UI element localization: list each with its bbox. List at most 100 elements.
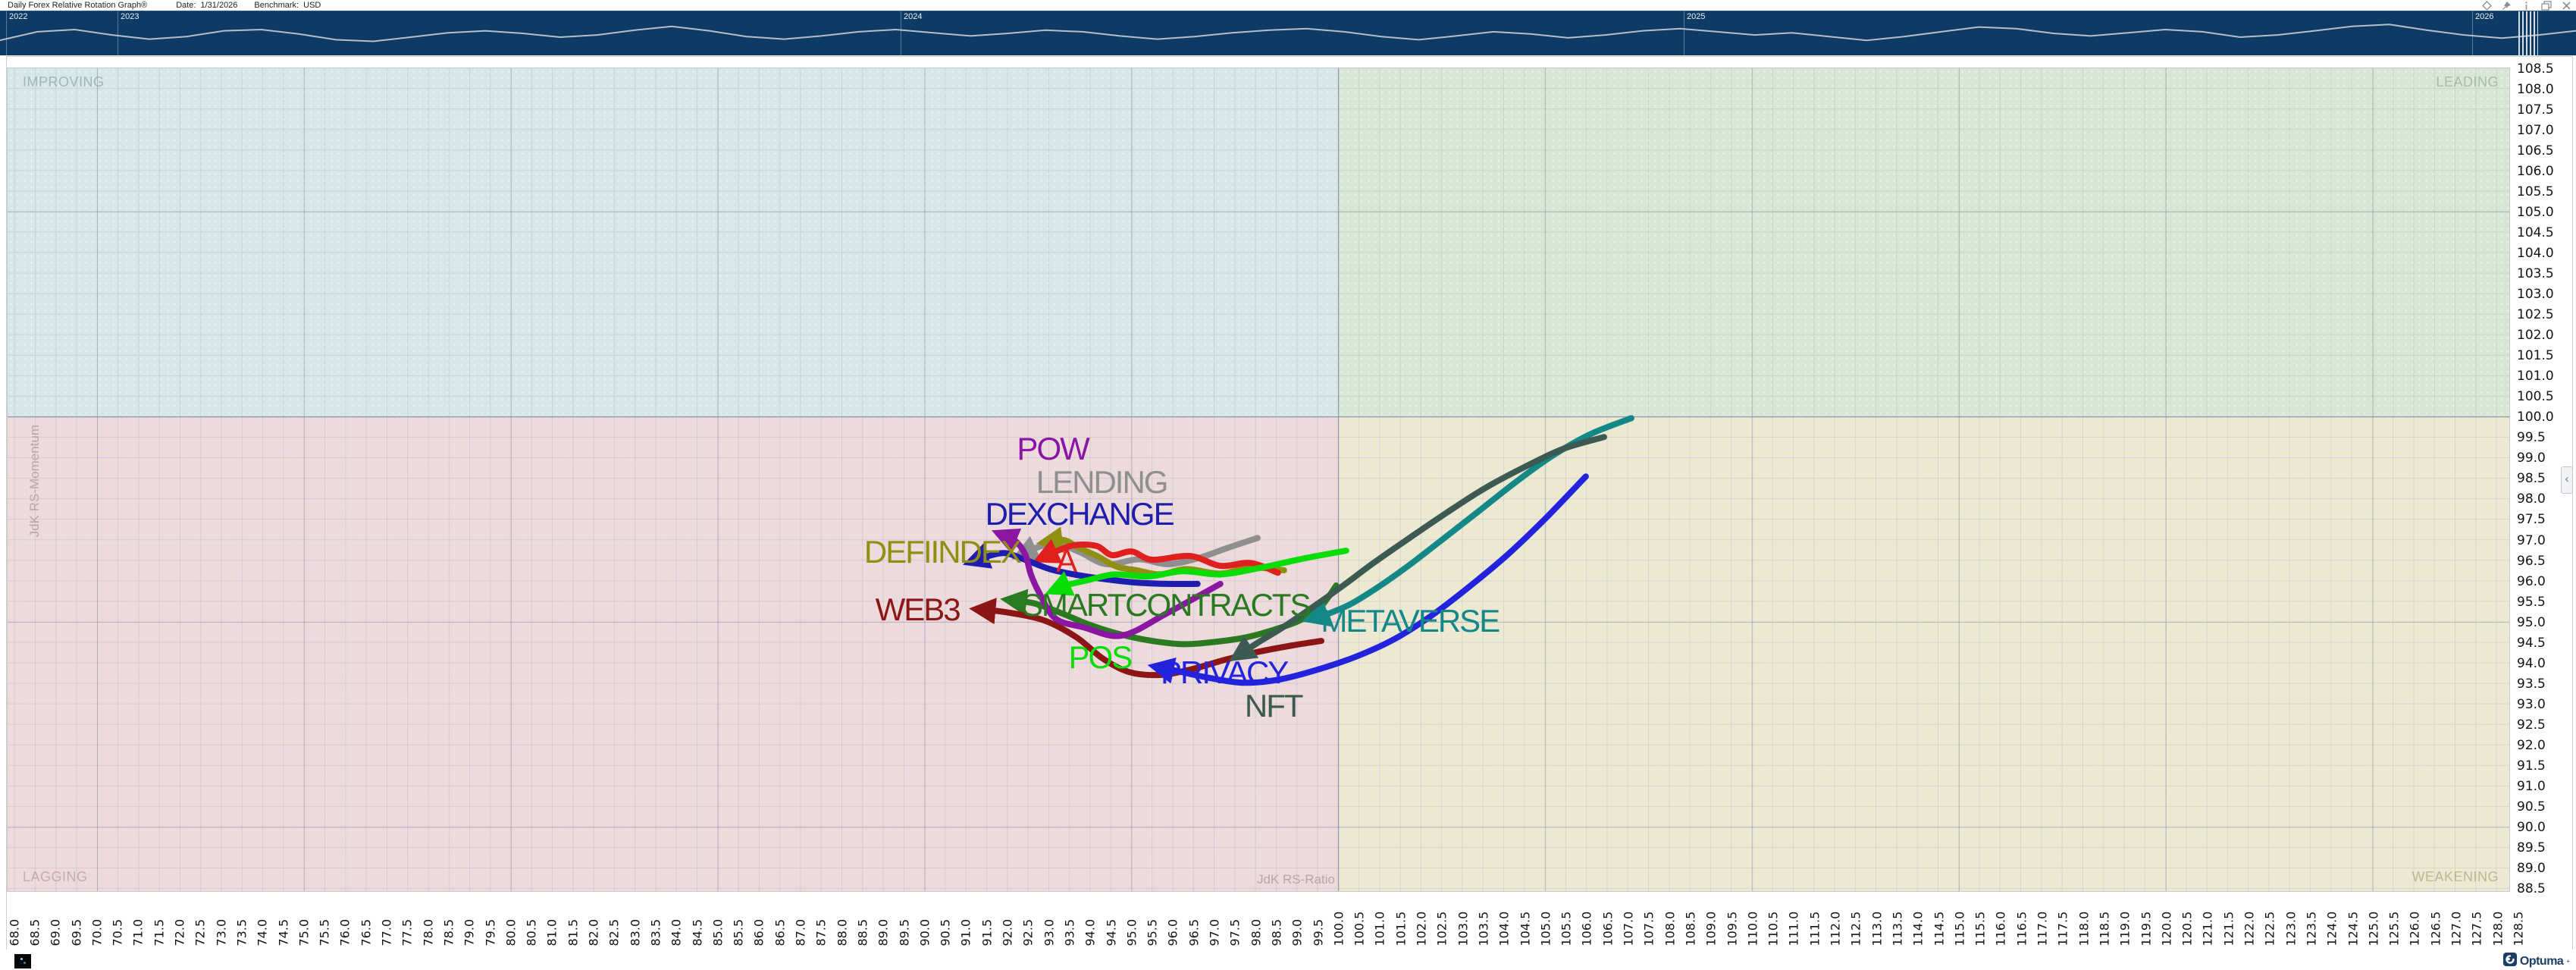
x-tick-label: 78.0: [421, 918, 436, 946]
series-label-metaverse[interactable]: METAVERSE: [1321, 603, 1500, 639]
x-tick-label: 111.5: [1807, 911, 1822, 946]
x-tick-label: 72.5: [193, 918, 208, 946]
series-label-smartcontracts[interactable]: SMARTCONTRACTS: [1021, 587, 1312, 623]
x-tick-label: 91.0: [958, 918, 973, 946]
y-tick-label: 88.5: [2517, 881, 2546, 897]
x-tick-label: 89.5: [897, 918, 911, 946]
series-tail-nft[interactable]: [1229, 434, 1607, 661]
series-label-nft[interactable]: NFT: [1244, 688, 1304, 724]
thumbnail-pixel: [24, 962, 26, 964]
copy-window-icon[interactable]: [2541, 0, 2552, 11]
y-tick-label: 91.5: [2517, 758, 2546, 774]
x-tick-label: 97.5: [1227, 918, 1243, 946]
x-tick-label: 104.5: [1518, 911, 1532, 946]
x-tick-label: 88.0: [835, 918, 850, 946]
x-tick-label: 115.5: [1973, 911, 1988, 946]
x-tick-label: 126.5: [2428, 911, 2443, 946]
series-label-web3[interactable]: WEB3: [875, 592, 961, 628]
pin-icon[interactable]: [2502, 1, 2512, 11]
series-tail-pos[interactable]: [1045, 548, 1349, 596]
x-tick-label: 118.5: [2097, 911, 2112, 946]
series-label-pos[interactable]: POS: [1068, 639, 1133, 676]
timeline-scrubber[interactable]: 2022 2023 2024 2025 2026: [0, 11, 2576, 55]
x-tick-label: 108.0: [1662, 911, 1678, 946]
y-tick-label: 108.5: [2517, 61, 2554, 77]
timeline-year-label: 2022: [9, 12, 28, 21]
x-tick-label: 109.5: [1725, 911, 1739, 946]
x-tick-label: 103.5: [1476, 911, 1491, 946]
y-tick-label: 103.0: [2517, 286, 2554, 302]
x-tick-label: 94.5: [1104, 918, 1118, 946]
x-tick-label: 110.0: [1745, 911, 1760, 946]
x-tick-label: 87.0: [793, 918, 808, 946]
quadrant-weakening: [1337, 416, 2509, 891]
quadrant-label-weakening: WEAKENING: [2411, 869, 2499, 884]
x-tick-label: 97.0: [1207, 918, 1222, 946]
series-label-dexchange[interactable]: DEXCHANGE: [985, 496, 1175, 532]
x-tick-label: 85.5: [731, 918, 746, 946]
x-tick-label: 111.0: [1786, 911, 1801, 946]
series-tail-smartcontracts[interactable]: [1000, 582, 1340, 648]
x-tick-label: 112.5: [1848, 911, 1863, 946]
x-tick-label: 119.0: [2117, 911, 2133, 946]
x-tick-label: 73.5: [234, 918, 249, 946]
series-tail-a[interactable]: [1033, 538, 1281, 576]
panel-collapse-button[interactable]: ‹: [2561, 466, 2573, 494]
x-tick-label: 119.5: [2139, 911, 2153, 946]
benchmark-label: Benchmark:: [254, 1, 299, 10]
x-tick-label: 86.0: [751, 918, 766, 946]
x-tick-label: 89.0: [876, 918, 891, 946]
series-tail-privacy[interactable]: [1147, 473, 1589, 686]
x-tick-label: 100.5: [1352, 911, 1367, 946]
y-tick-label: 104.5: [2517, 224, 2554, 240]
series-label-lending[interactable]: LENDING: [1036, 464, 1169, 501]
x-tick-label: 116.5: [2014, 911, 2029, 946]
close-icon[interactable]: [2562, 1, 2571, 11]
x-tick-label: 116.0: [1993, 911, 2008, 946]
y-tick-label: 107.5: [2517, 102, 2554, 118]
x-tick-label: 80.0: [503, 918, 519, 946]
series-tail-pow[interactable]: [991, 528, 1224, 639]
info-icon[interactable]: [2521, 1, 2531, 11]
timeline-current-position-marker[interactable]: [2518, 11, 2538, 55]
x-tick-label: 125.0: [2366, 911, 2381, 946]
x-tick-label: 98.0: [1249, 918, 1264, 946]
y-tick-label: 96.5: [2517, 553, 2546, 569]
x-tick-label: 98.5: [1269, 918, 1284, 946]
x-tick-label: 72.0: [172, 918, 187, 946]
x-tick-label: 127.0: [2449, 911, 2464, 946]
date-value: 1/31/2026: [200, 1, 238, 10]
series-label-a[interactable]: A: [1056, 543, 1077, 579]
x-tick-label: 79.0: [462, 918, 477, 946]
timeline-year-divider: [2472, 11, 2473, 55]
diamond-icon[interactable]: [2482, 0, 2492, 11]
x-tick-label: 93.0: [1042, 918, 1057, 946]
series-tail-web3[interactable]: [969, 598, 1324, 679]
timeline-year-label: 2025: [1687, 12, 1706, 21]
y-tick-label: 100.0: [2517, 410, 2554, 425]
x-tick-label: 105.0: [1538, 911, 1553, 946]
series-label-privacy[interactable]: PRIVACY: [1161, 655, 1289, 691]
series-label-defiindex[interactable]: DEFIINDEX: [863, 534, 1022, 570]
rrg-plot-area[interactable]: IMPROVING LEADING LAGGING WEAKENING JdK RS-R…: [7, 67, 2510, 892]
status-bar: Optuma +: [0, 950, 2576, 970]
x-tick-label: 85.0: [710, 918, 725, 946]
x-tick-label: 75.0: [296, 918, 312, 946]
x-tick-label: 95.5: [1145, 918, 1160, 946]
x-tick-label: 96.5: [1186, 918, 1202, 946]
x-axis-title: JdK RS-Ratio: [1257, 872, 1335, 887]
x-tick-label: 90.0: [917, 918, 932, 946]
timeline-year-label: 2024: [904, 12, 923, 21]
x-tick-label: 69.5: [69, 918, 83, 946]
x-tick-label: 96.0: [1165, 918, 1180, 946]
y-tick-label: 101.5: [2517, 348, 2554, 364]
series-label-pow[interactable]: POW: [1017, 431, 1089, 467]
quadrant-label-leading: LEADING: [2436, 74, 2499, 89]
y-tick-label: 101.0: [2517, 369, 2554, 385]
x-tick-label: 114.5: [1932, 911, 1946, 946]
x-tick-label: 73.0: [214, 918, 229, 946]
x-tick-label: 82.5: [606, 918, 622, 946]
mini-chart-thumbnail[interactable]: [14, 954, 31, 968]
y-tick-label: 92.0: [2517, 737, 2546, 753]
